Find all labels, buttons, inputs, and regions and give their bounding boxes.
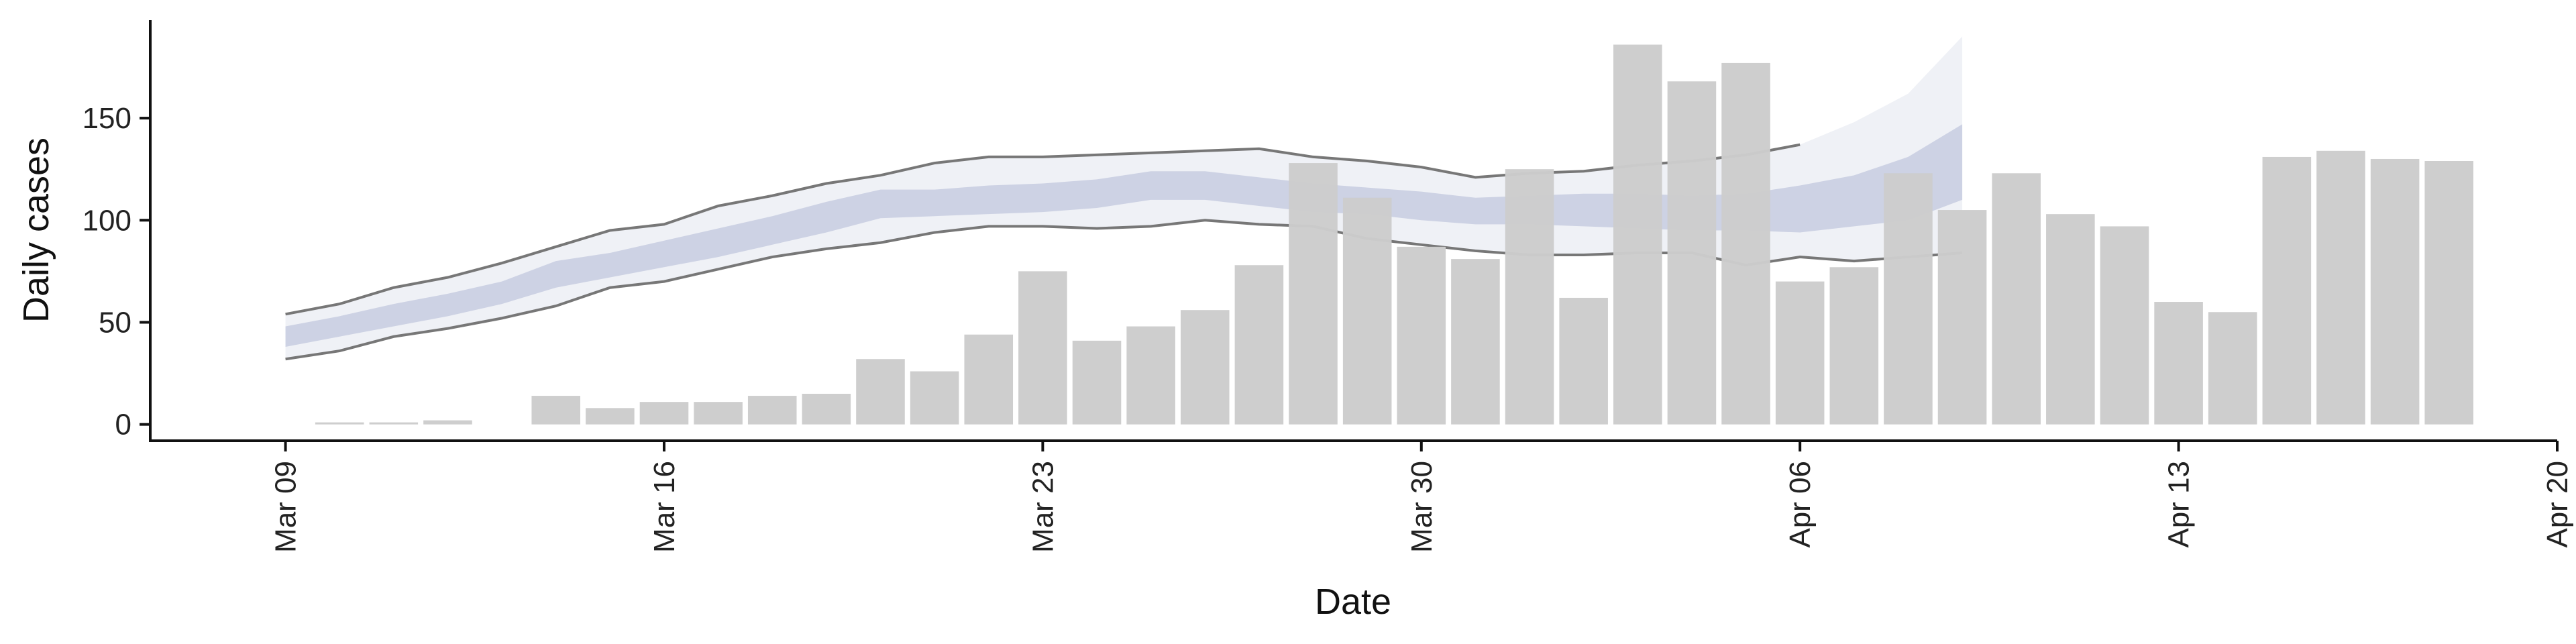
x-tick-label: Mar 23 [1026, 461, 1059, 553]
bar [1397, 246, 1446, 425]
bar-series [315, 44, 2474, 425]
x-ticks: Mar 09 Mar 16 Mar 23 Mar 30 Apr 06 Apr 13 Apr … [270, 441, 2574, 553]
x-tick-label: Mar 16 [648, 461, 681, 553]
bar [964, 334, 1014, 425]
y-ticks: 0 50 100 150 [83, 102, 150, 441]
bar [2208, 312, 2257, 425]
bar [369, 422, 419, 425]
bar [586, 408, 635, 425]
y-tick-label: 150 [83, 102, 131, 135]
x-tick-label: Mar 30 [1405, 461, 1438, 553]
bar [315, 422, 364, 425]
y-tick-label: 100 [83, 204, 131, 237]
x-tick-label: Apr 20 [2541, 461, 2574, 548]
bar [2154, 302, 2203, 425]
bar [1234, 265, 1284, 425]
bar [910, 371, 959, 425]
bar [1667, 81, 1717, 425]
bar [423, 420, 472, 425]
bar [2046, 214, 2095, 425]
bar [1559, 297, 1608, 425]
axes [149, 20, 2557, 442]
y-axis-title: Daily cases [16, 138, 56, 323]
bar [2262, 156, 2312, 425]
bar [694, 402, 743, 425]
bar [1072, 340, 1122, 425]
bar [1937, 210, 1987, 425]
bar [1126, 326, 1175, 425]
bar [1992, 173, 2041, 425]
bar [2370, 158, 2420, 425]
bar [1180, 310, 1230, 425]
bar [2316, 150, 2365, 425]
bar [1451, 259, 1500, 425]
bar [1289, 163, 1338, 425]
x-tick-label: Apr 06 [1784, 461, 1817, 548]
bar [1505, 169, 1554, 425]
bar [1721, 62, 1770, 425]
bar [802, 393, 851, 425]
y-tick-label: 50 [99, 306, 131, 339]
bar [1613, 44, 1662, 425]
bar [856, 359, 905, 425]
bar [1018, 271, 1067, 425]
bar [1829, 267, 1879, 425]
bar [1775, 281, 1825, 425]
bar [1884, 173, 1933, 425]
bar [2424, 161, 2474, 425]
y-tick-label: 0 [115, 409, 131, 441]
bar [639, 402, 689, 425]
x-axis-title: Date [1315, 582, 1391, 622]
x-tick-label: Apr 13 [2163, 461, 2196, 548]
bar [2100, 226, 2149, 425]
bar [531, 396, 581, 425]
bar [747, 396, 797, 425]
bar [1342, 197, 1392, 425]
x-tick-label: Mar 09 [270, 461, 303, 553]
